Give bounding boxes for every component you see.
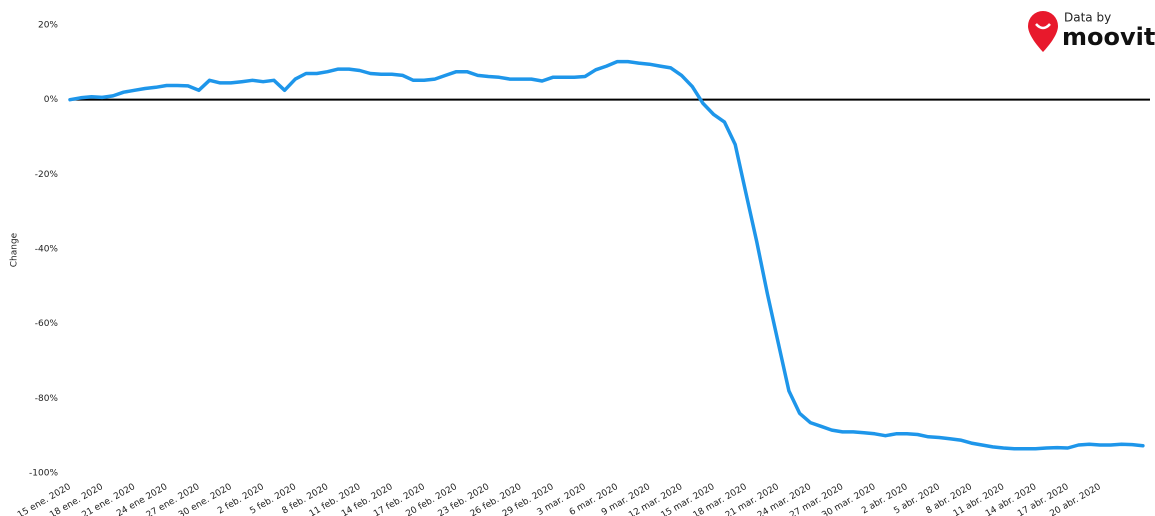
y-tick-label: -20% (35, 170, 59, 180)
y-tick-label: -60% (35, 319, 59, 329)
logo: Data by moovit (1028, 11, 1155, 52)
y-tick-label: -80% (35, 394, 59, 404)
line (68, 59, 1145, 451)
y-tick-label: 0% (44, 95, 59, 105)
source-prefix: Data by (1064, 11, 1111, 25)
logo-smile (1035, 23, 1051, 30)
logo-pin (1028, 11, 1058, 52)
y-tick-label: 20% (38, 21, 58, 31)
y-tick-label: -40% (35, 245, 59, 255)
y-axis-label: Change (10, 232, 20, 267)
source-brand: moovit (1062, 23, 1155, 51)
y-tick-label: -100% (29, 469, 58, 479)
